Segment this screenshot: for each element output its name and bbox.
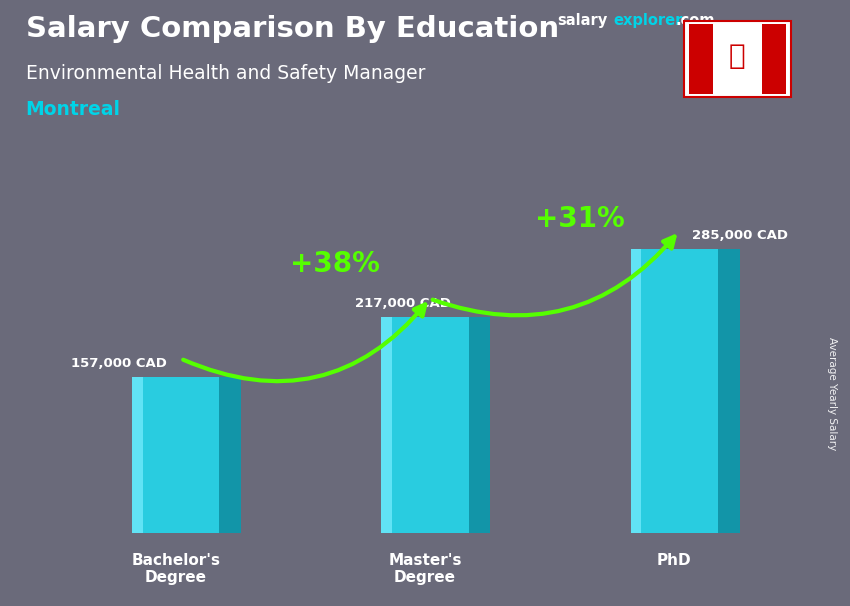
- Polygon shape: [718, 249, 740, 533]
- Text: 285,000 CAD: 285,000 CAD: [692, 229, 788, 242]
- Text: salary: salary: [557, 13, 607, 28]
- Text: Environmental Health and Safety Manager: Environmental Health and Safety Manager: [26, 64, 425, 82]
- Polygon shape: [382, 317, 392, 533]
- Text: 157,000 CAD: 157,000 CAD: [71, 356, 167, 370]
- Text: .com: .com: [676, 13, 715, 28]
- Polygon shape: [132, 376, 219, 533]
- Text: Salary Comparison By Education: Salary Comparison By Education: [26, 15, 558, 43]
- Polygon shape: [468, 317, 490, 533]
- Text: Average Yearly Salary: Average Yearly Salary: [827, 338, 837, 450]
- Text: 🍁: 🍁: [729, 42, 745, 70]
- Polygon shape: [219, 376, 241, 533]
- Polygon shape: [132, 376, 143, 533]
- Polygon shape: [631, 249, 641, 533]
- Text: 217,000 CAD: 217,000 CAD: [355, 297, 451, 310]
- Text: +31%: +31%: [535, 205, 625, 233]
- Polygon shape: [382, 317, 468, 533]
- Polygon shape: [631, 249, 718, 533]
- Text: Montreal: Montreal: [26, 100, 121, 119]
- Text: explorer: explorer: [614, 13, 683, 28]
- Text: +38%: +38%: [291, 250, 380, 278]
